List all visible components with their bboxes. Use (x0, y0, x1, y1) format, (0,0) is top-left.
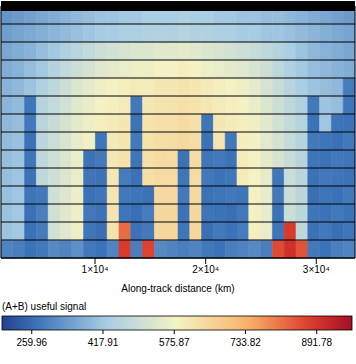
svg-text:(A+B) useful signal: (A+B) useful signal (2, 301, 86, 312)
svg-text:2×10⁴: 2×10⁴ (192, 264, 219, 275)
svg-text:733.82: 733.82 (230, 337, 261, 348)
svg-text:575.87: 575.87 (159, 337, 190, 348)
svg-text:1×10⁴: 1×10⁴ (82, 264, 109, 275)
svg-text:3×10⁴: 3×10⁴ (303, 264, 330, 275)
svg-text:891.78: 891.78 (301, 337, 332, 348)
svg-text:Along-track distance (km): Along-track distance (km) (121, 283, 234, 294)
svg-text:259.96: 259.96 (16, 337, 47, 348)
svg-text:417.91: 417.91 (88, 337, 119, 348)
